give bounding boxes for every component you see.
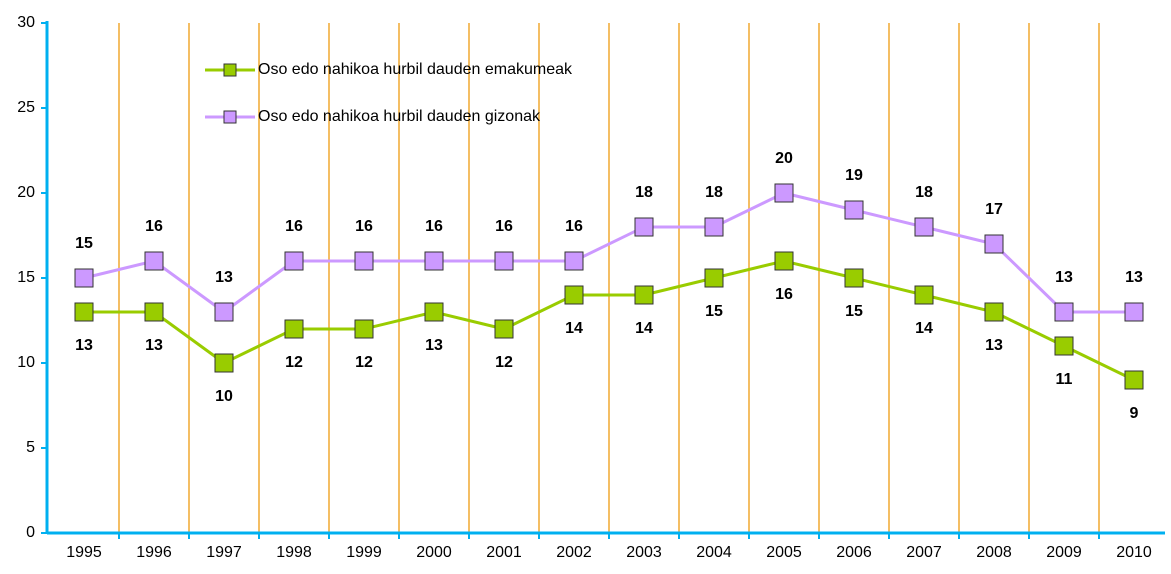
legend-marker <box>223 110 237 124</box>
data-label: 14 <box>635 320 653 337</box>
x-tick-label: 2007 <box>906 544 942 561</box>
data-label: 17 <box>985 201 1003 218</box>
data-label: 13 <box>985 337 1003 354</box>
marker <box>634 285 654 305</box>
data-label: 13 <box>1055 269 1073 286</box>
marker <box>144 251 164 271</box>
data-label: 18 <box>705 184 723 201</box>
y-tick-label: 5 <box>26 439 35 456</box>
marker <box>74 302 94 322</box>
data-label: 16 <box>425 218 443 235</box>
marker <box>354 319 374 339</box>
data-label: 14 <box>565 320 583 337</box>
marker <box>914 285 934 305</box>
marker <box>494 251 514 271</box>
marker <box>144 302 164 322</box>
data-label: 10 <box>215 388 233 405</box>
series-line <box>84 259 1135 382</box>
y-tick-label: 0 <box>26 524 35 541</box>
data-label: 16 <box>355 218 373 235</box>
x-tick-label: 2006 <box>836 544 872 561</box>
x-tick-label: 2010 <box>1116 544 1152 561</box>
marker <box>774 183 794 203</box>
y-tick-label: 30 <box>17 14 35 31</box>
x-tick-label: 1995 <box>66 544 102 561</box>
legend-label: Oso edo nahikoa hurbil dauden gizonak <box>258 108 541 125</box>
data-label: 15 <box>705 303 723 320</box>
marker <box>914 217 934 237</box>
x-tick-label: 2003 <box>626 544 662 561</box>
marker <box>424 251 444 271</box>
data-label: 9 <box>1130 405 1139 422</box>
x-tick-label: 2004 <box>696 544 732 561</box>
data-label: 12 <box>495 354 513 371</box>
x-tick-label: 1998 <box>276 544 312 561</box>
series-line <box>83 191 1134 314</box>
x-tick-label: 2000 <box>416 544 452 561</box>
marker <box>564 251 584 271</box>
data-label: 16 <box>565 218 583 235</box>
x-tick-label: 1999 <box>346 544 382 561</box>
data-label: 15 <box>845 303 863 320</box>
marker <box>844 268 864 288</box>
y-tick-label: 20 <box>17 184 35 201</box>
x-tick-label: 1996 <box>136 544 172 561</box>
marker <box>74 268 94 288</box>
marker <box>494 319 514 339</box>
marker <box>1054 302 1074 322</box>
marker <box>984 234 1004 254</box>
marker <box>354 251 374 271</box>
data-label: 13 <box>75 337 93 354</box>
marker <box>1054 336 1074 356</box>
data-label: 13 <box>145 337 163 354</box>
y-tick-label: 25 <box>17 99 35 116</box>
marker <box>564 285 584 305</box>
data-label: 14 <box>915 320 933 337</box>
data-label: 12 <box>285 354 303 371</box>
marker <box>704 217 724 237</box>
data-label: 13 <box>425 337 443 354</box>
marker <box>214 302 234 322</box>
data-label: 12 <box>355 354 373 371</box>
x-tick-label: 2002 <box>556 544 592 561</box>
marker <box>424 302 444 322</box>
x-tick-label: 2001 <box>486 544 522 561</box>
marker <box>704 268 724 288</box>
data-label: 16 <box>145 218 163 235</box>
x-tick-label: 1997 <box>206 544 242 561</box>
data-label: 16 <box>285 218 303 235</box>
marker <box>1124 370 1144 390</box>
marker <box>984 302 1004 322</box>
x-tick-label: 2009 <box>1046 544 1082 561</box>
marker <box>774 251 794 271</box>
legend-label: Oso edo nahikoa hurbil dauden emakumeak <box>258 61 573 78</box>
data-label: 13 <box>1125 269 1143 286</box>
y-tick-label: 10 <box>17 354 35 371</box>
marker <box>284 319 304 339</box>
data-label: 16 <box>775 286 793 303</box>
x-tick-label: 2008 <box>976 544 1012 561</box>
x-tick-label: 2005 <box>766 544 802 561</box>
marker <box>1124 302 1144 322</box>
data-label: 18 <box>635 184 653 201</box>
legend-marker <box>223 63 237 77</box>
marker <box>634 217 654 237</box>
data-label: 19 <box>845 167 863 184</box>
data-label: 13 <box>215 269 233 286</box>
y-tick-label: 15 <box>17 269 35 286</box>
marker <box>284 251 304 271</box>
data-label: 11 <box>1056 371 1073 388</box>
data-label: 16 <box>495 218 513 235</box>
marker <box>214 353 234 373</box>
data-label: 15 <box>75 235 93 252</box>
data-label: 18 <box>915 184 933 201</box>
data-label: 20 <box>775 150 793 167</box>
marker <box>844 200 864 220</box>
